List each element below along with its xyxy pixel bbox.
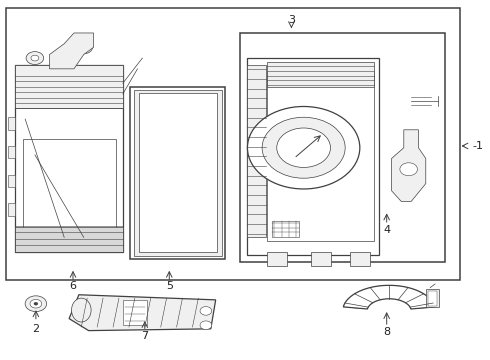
Text: 8: 8 — [383, 327, 390, 337]
Bar — [240, 33, 445, 262]
Ellipse shape — [72, 298, 91, 322]
Bar — [8, 203, 15, 216]
Bar — [15, 65, 123, 108]
Polygon shape — [392, 130, 426, 202]
Circle shape — [277, 128, 331, 167]
Bar — [139, 93, 217, 252]
Bar — [267, 62, 374, 87]
Bar — [272, 221, 299, 237]
Bar — [247, 65, 266, 237]
Bar — [426, 289, 440, 307]
Bar — [15, 226, 123, 252]
Polygon shape — [69, 295, 216, 330]
Text: 6: 6 — [70, 281, 76, 291]
Bar — [267, 72, 374, 241]
Polygon shape — [49, 33, 94, 69]
Circle shape — [200, 321, 212, 329]
Circle shape — [200, 307, 212, 315]
Polygon shape — [343, 285, 435, 308]
Circle shape — [31, 55, 39, 61]
Bar — [350, 252, 369, 266]
Bar — [5, 8, 460, 280]
Text: 4: 4 — [383, 225, 390, 235]
Circle shape — [400, 163, 417, 176]
Circle shape — [75, 41, 93, 54]
Bar — [267, 252, 287, 266]
Bar — [247, 58, 379, 255]
Circle shape — [247, 107, 360, 189]
Bar — [8, 146, 15, 158]
Bar — [130, 87, 225, 259]
Bar — [311, 252, 331, 266]
Polygon shape — [343, 285, 435, 309]
Circle shape — [34, 302, 38, 305]
Bar — [123, 300, 147, 325]
Bar — [8, 175, 15, 187]
Bar — [8, 117, 15, 130]
Bar — [15, 65, 123, 252]
Circle shape — [262, 117, 345, 178]
Bar — [134, 90, 221, 256]
Polygon shape — [354, 292, 424, 309]
Circle shape — [30, 300, 42, 308]
Bar — [23, 139, 116, 246]
Text: 7: 7 — [141, 331, 148, 341]
Circle shape — [80, 44, 88, 50]
Polygon shape — [349, 289, 429, 309]
Circle shape — [26, 51, 44, 64]
Text: -1: -1 — [472, 141, 483, 151]
Bar — [428, 291, 437, 306]
Text: 3: 3 — [288, 15, 295, 26]
Text: 5: 5 — [166, 281, 173, 291]
Text: 2: 2 — [32, 324, 39, 334]
Circle shape — [25, 296, 47, 312]
